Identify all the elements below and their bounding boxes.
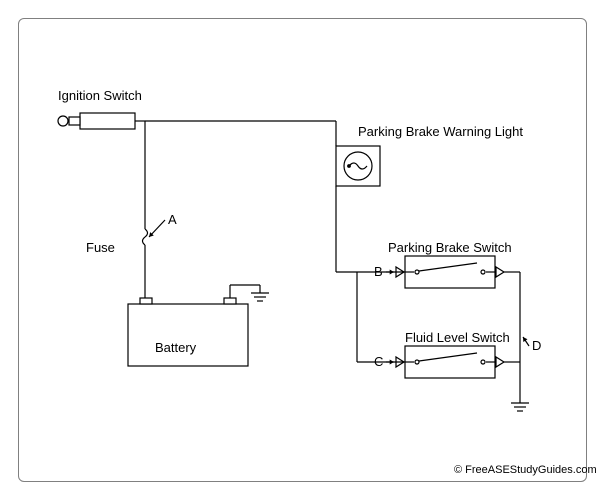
copyright-label: © FreeASEStudyGuides.com [454,464,597,476]
annotation-C-label: C [374,354,383,369]
annotation-B-label: B [374,264,383,279]
fluid-level-switch-label: Fluid Level Switch [405,330,510,345]
battery-label: Battery [155,340,196,355]
annotation-D-label: D [532,338,541,353]
ignition-switch-label: Ignition Switch [58,88,142,103]
fuse-label: Fuse [86,240,115,255]
parking-brake-switch-label: Parking Brake Switch [388,240,512,255]
parking-brake-warning-light-label: Parking Brake Warning Light [358,124,523,139]
annotation-A-label: A [168,212,177,227]
